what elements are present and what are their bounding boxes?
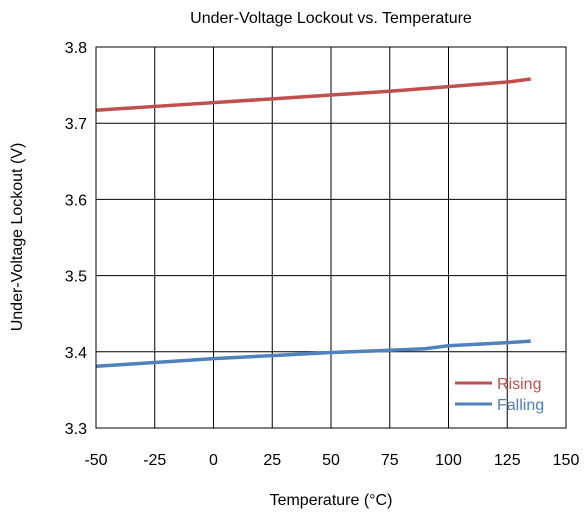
x-tick-label: 75 (381, 452, 399, 469)
legend: Rising Falling (455, 376, 544, 414)
y-tick-label: 3.5 (65, 269, 87, 286)
x-axis-label: Temperature (°C) (270, 492, 393, 509)
y-tick-label: 3.6 (65, 192, 87, 209)
y-tick-label: 3.3 (65, 421, 87, 438)
x-tick-label: 25 (263, 452, 281, 469)
x-tick-label: 125 (494, 452, 521, 469)
legend-label-falling: Falling (497, 397, 544, 414)
series-lines (95, 77, 531, 369)
chart-title: Under-Voltage Lockout vs. Temperature (190, 10, 472, 27)
y-tick-label: 3.4 (65, 345, 87, 362)
x-tick-label: -25 (143, 452, 166, 469)
x-tick-label: -50 (84, 452, 107, 469)
y-tick-label: 3.7 (65, 116, 87, 133)
y-axis-ticks: 3.3 3.4 3.5 3.6 3.7 3.8 (65, 40, 87, 438)
x-axis-ticks: -50 -25 0 25 50 75 100 125 150 (84, 452, 579, 469)
legend-label-rising: Rising (497, 376, 541, 393)
series-line-falling (95, 339, 531, 369)
series-line-rising (95, 77, 531, 112)
x-tick-label: 0 (209, 452, 218, 469)
x-tick-label: 50 (322, 452, 340, 469)
grid (95, 46, 567, 429)
plot-area-frame (95, 46, 567, 429)
y-tick-label: 3.8 (65, 40, 87, 57)
x-tick-label: 150 (553, 452, 580, 469)
y-axis-label: Under-Voltage Lockout (V) (9, 143, 26, 332)
x-tick-label: 100 (435, 452, 462, 469)
